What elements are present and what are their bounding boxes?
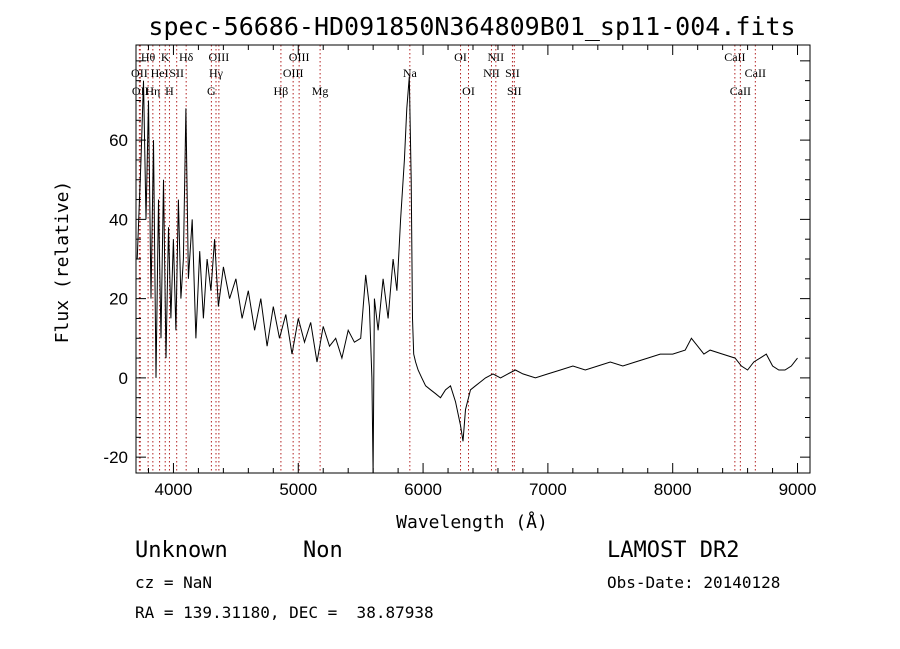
marker-label: CaII: [730, 84, 751, 98]
line-markers: OIIOIIHθHηHeIKHSIIHδGHγOIIIHβOIIIOIIIMgN…: [131, 45, 766, 473]
marker-label: CaII: [745, 66, 766, 80]
y-tick-label: 20: [109, 290, 128, 309]
y-tick-label: 40: [109, 210, 128, 229]
marker-label: CaII: [724, 50, 745, 64]
coordinates-text: RA = 139.31180, DEC = 38.87938: [135, 603, 434, 622]
marker-label: OI: [454, 50, 467, 64]
marker-label: H: [165, 84, 174, 98]
y-tick-label: 60: [109, 131, 128, 150]
marker-label: HeI: [151, 66, 169, 80]
marker-label: OIII: [209, 50, 230, 64]
survey-name: LAMOST DR2: [607, 538, 740, 563]
plot-area: [135, 44, 811, 474]
y-axis-label: Flux (relative): [52, 181, 73, 344]
spectral-subclass: Non: [303, 538, 343, 563]
marker-label: Hγ: [209, 66, 224, 80]
marker-label: Mg: [312, 84, 329, 98]
chart-title: spec-56686-HD091850N364809B01_sp11-004.f…: [148, 12, 795, 41]
x-tick-label: 4000: [155, 480, 193, 499]
x-axis-label: Wavelength (Å): [396, 511, 548, 533]
marker-label: NII: [488, 50, 505, 64]
plot-frame: [135, 44, 811, 474]
x-tick-label: 7000: [529, 480, 567, 499]
marker-label: Hδ: [179, 50, 194, 64]
marker-label: Na: [403, 66, 418, 80]
redshift-text: cz = NaN: [135, 573, 213, 592]
marker-label: SII: [507, 84, 522, 98]
x-tick-label: 8000: [654, 480, 692, 499]
marker-label: K: [161, 50, 170, 64]
axis-ticks: 4000 5000 6000 7000 8000 9000 -20 0 20 40 60: [103, 45, 816, 499]
spectrum-line: [136, 76, 798, 474]
marker-label: Hη: [145, 84, 160, 98]
marker-label: G: [207, 84, 216, 98]
spectral-class: Unknown: [135, 538, 228, 563]
y-tick-label: 0: [119, 369, 128, 388]
marker-label: OIII: [289, 50, 310, 64]
marker-label: SII: [169, 66, 184, 80]
marker-label: OII: [131, 66, 148, 80]
obs-date-text: Obs-Date: 20140128: [607, 573, 781, 592]
marker-label: OIII: [283, 66, 304, 80]
x-tick-label: 9000: [779, 480, 817, 499]
marker-label: NII: [483, 66, 500, 80]
marker-label: Hθ: [141, 50, 156, 64]
marker-label: OI: [462, 84, 475, 98]
x-tick-label: 5000: [279, 480, 317, 499]
marker-label: SII: [505, 66, 520, 80]
y-tick-label: -20: [103, 448, 128, 467]
x-tick-label: 6000: [404, 480, 442, 499]
marker-label: Hβ: [274, 84, 289, 98]
